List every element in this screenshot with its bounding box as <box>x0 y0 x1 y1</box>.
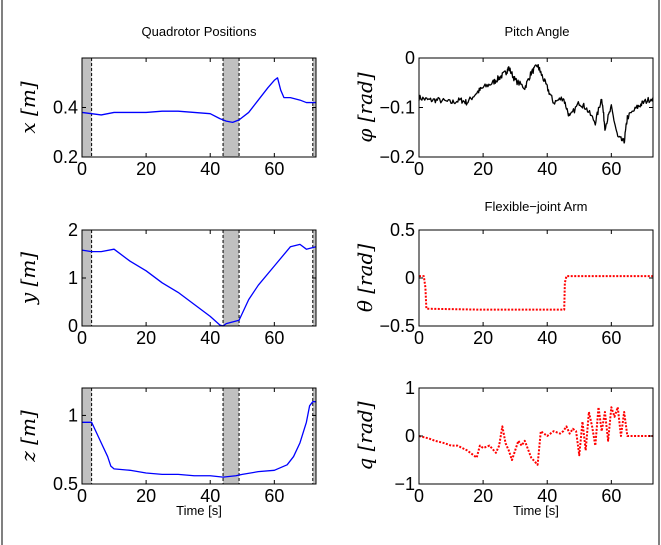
x-tick-label-q: 40 <box>537 486 557 506</box>
x-tick-label-q: 0 <box>414 486 424 506</box>
y-tick-label-q: 0 <box>405 426 415 446</box>
panel-theta: 0 20 40 60−0.500.5θ [rad]Flexible−joint Arm <box>353 199 654 348</box>
x-tick-label-y: 60 <box>264 328 284 348</box>
x-axis-label-z: Time [s] <box>176 503 222 518</box>
x-tick-label-x: 40 <box>200 159 220 179</box>
y-axis-label-theta: θ [rad] <box>353 244 377 312</box>
x-tick-label-theta: 20 <box>473 328 493 348</box>
series-line-theta <box>419 275 653 311</box>
series-line-y <box>81 243 317 327</box>
x-tick-label-theta: 60 <box>601 328 621 348</box>
x-axis-label-q: Time [s] <box>513 503 559 518</box>
series-line-x <box>81 77 316 123</box>
x-tick-label-z: 20 <box>136 486 156 506</box>
y-tick-label-phi: −0.1 <box>379 98 415 118</box>
left-column-title: Quadrotor Positions <box>142 24 257 39</box>
right-column-title: Pitch Angle <box>504 24 569 39</box>
shaded-region-y <box>223 230 240 326</box>
y-tick-label-z: 0.5 <box>53 474 78 494</box>
x-tick-label-q: 60 <box>601 486 621 506</box>
x-tick-label-x: 0 <box>77 159 87 179</box>
shaded-region-x <box>223 58 240 157</box>
y-tick-label-y: 1 <box>68 268 78 288</box>
x-tick-label-y: 40 <box>200 328 220 348</box>
y-tick-label-theta: 0.5 <box>390 220 415 240</box>
y-axis-label-x: x [m] <box>16 81 40 133</box>
panel-phi: 0 20 40 60 −0.2 −0.1 0 φ [rad] <box>353 48 654 179</box>
series-line-q <box>418 406 653 466</box>
x-tick-label-theta: 0 <box>414 328 424 348</box>
x-tick-label-phi: 20 <box>473 159 493 179</box>
y-tick-label-q: 1 <box>405 378 415 398</box>
x-tick-label-y: 0 <box>77 328 87 348</box>
y-tick-label-phi: −0.2 <box>379 147 415 167</box>
panel-z: 0 20 40 60 0.5 1 z [m] Time [s] <box>16 387 317 518</box>
shaded-region-z <box>312 388 316 484</box>
axes-box-z <box>81 387 317 485</box>
x-tick-label-z: 0 <box>77 486 87 506</box>
panel-y: 0 20 40 60 0 1 2 y [m] <box>16 220 317 348</box>
x-tick-label-q: 20 <box>473 486 493 506</box>
shaded-region-z <box>223 388 240 484</box>
y-tick-label-y: 2 <box>68 220 78 240</box>
y-tick-label-theta: −0.5 <box>379 316 415 336</box>
panel-title-theta: Flexible−joint Arm <box>485 199 588 214</box>
y-tick-label-theta: 0 <box>405 268 415 288</box>
x-tick-label-phi: 40 <box>537 159 557 179</box>
x-tick-label-phi: 60 <box>601 159 621 179</box>
x-tick-label-phi: 0 <box>414 159 424 179</box>
y-axis-label-phi: φ [rad] <box>353 72 377 142</box>
y-axis-label-q: q [rad] <box>353 401 377 470</box>
y-tick-label-x: 0.2 <box>53 147 78 167</box>
panels: 0 20 40 60 0.2 0.4 x [m] 0 20 40 60 0 1 2 y [m] 0 20 40 60… <box>16 48 654 518</box>
y-axis-label-y: y [m] <box>16 252 40 305</box>
x-tick-label-x: 20 <box>136 159 156 179</box>
y-tick-label-q: −1 <box>394 474 415 494</box>
y-tick-label-z: 1 <box>68 405 78 425</box>
x-tick-label-theta: 40 <box>537 328 557 348</box>
shaded-region-y <box>82 230 92 326</box>
shaded-region-x <box>82 58 92 157</box>
x-tick-label-y: 20 <box>136 328 156 348</box>
y-tick-label-x: 0.4 <box>53 98 78 118</box>
x-tick-label-z: 60 <box>264 486 284 506</box>
shaded-region-z <box>82 388 92 484</box>
series-line-z <box>82 401 316 478</box>
x-tick-label-z: 40 <box>200 486 220 506</box>
y-tick-label-y: 0 <box>68 316 78 336</box>
y-axis-label-z: z [m] <box>16 410 40 463</box>
panel-x: 0 20 40 60 0.2 0.4 x [m] <box>16 57 317 179</box>
x-tick-label-x: 60 <box>264 159 284 179</box>
series-line-phi <box>418 63 654 144</box>
y-tick-label-phi: 0 <box>405 48 415 68</box>
